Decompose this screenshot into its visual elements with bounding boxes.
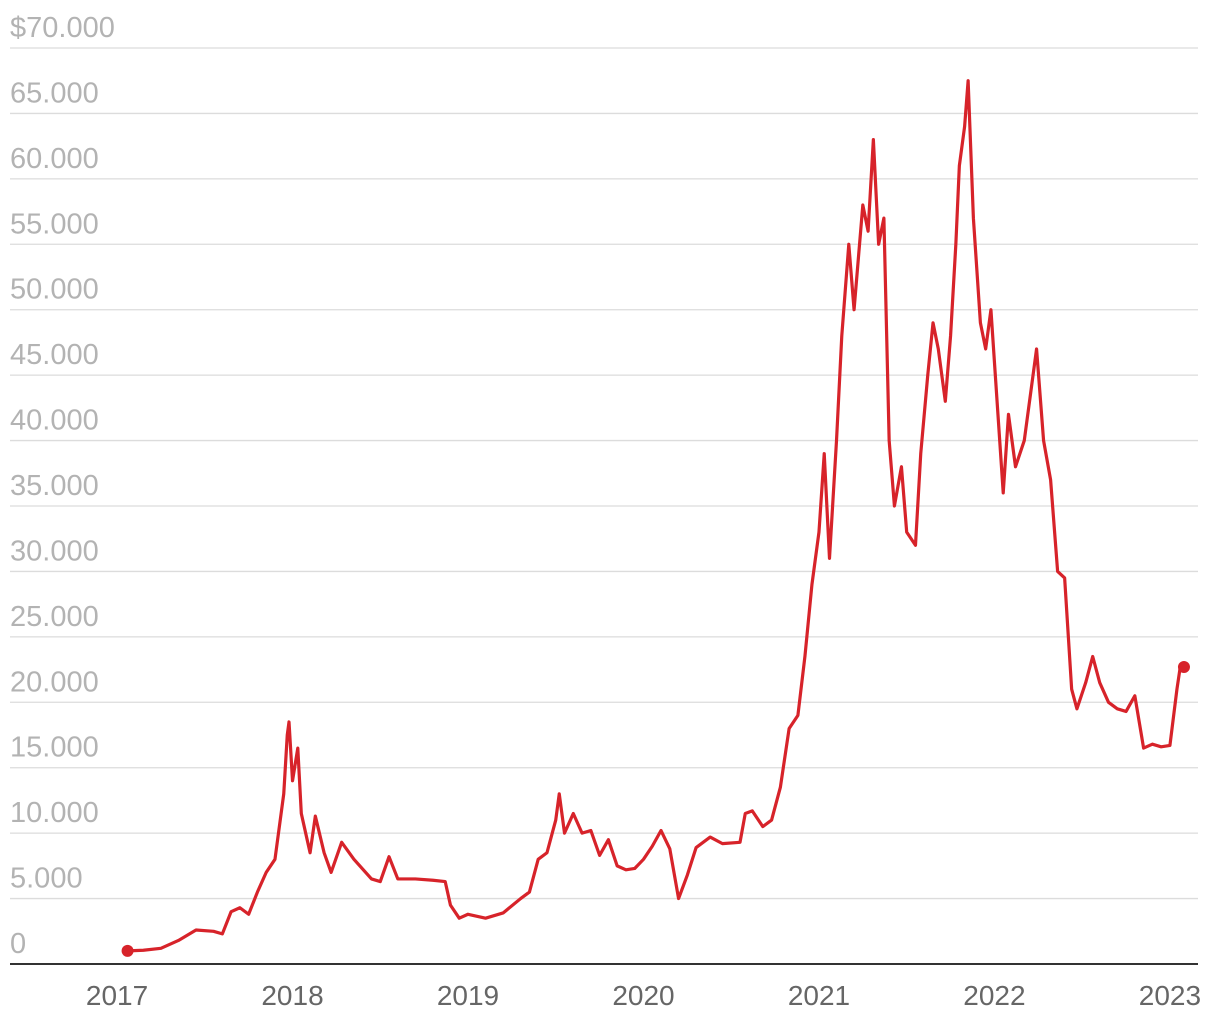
marks — [121, 79, 1190, 957]
price-line — [125, 79, 1186, 953]
y-tick-label: 65.000 — [10, 77, 99, 109]
y-tick-label: 0 — [10, 928, 26, 960]
end-marker — [121, 944, 134, 957]
y-tick-label: 30.000 — [10, 535, 99, 567]
y-tick-label: 40.000 — [10, 405, 99, 437]
x-tick-label: 2022 — [963, 980, 1025, 1011]
y-tick-label: $70.000 — [10, 12, 115, 44]
x-tick-label: 2021 — [788, 980, 850, 1011]
y-tick-label: 60.000 — [10, 143, 99, 175]
x-tick-label: 2023 — [1139, 980, 1201, 1011]
x-tick-label: 2018 — [261, 980, 323, 1011]
y-tick-label: 50.000 — [10, 274, 99, 306]
end-marker — [1177, 660, 1190, 673]
x-tick-label: 2020 — [612, 980, 674, 1011]
y-tick-label: 20.000 — [10, 666, 99, 698]
y-tick-label: 15.000 — [10, 732, 99, 764]
x-tick-label: 2019 — [437, 980, 499, 1011]
y-tick-label: 10.000 — [10, 797, 99, 829]
y-tick-label: 25.000 — [10, 601, 99, 633]
labels: 0 5.000 10.000 15.000 20.000 25.000 30.000 35.0… — [10, 12, 1201, 1011]
y-tick-label: 55.000 — [10, 208, 99, 240]
x-tick-label: 2017 — [86, 980, 148, 1011]
y-tick-label: 45.000 — [10, 339, 99, 371]
grid — [10, 47, 1198, 965]
y-tick-label: 5.000 — [10, 863, 83, 895]
y-tick-label: 35.000 — [10, 470, 99, 502]
